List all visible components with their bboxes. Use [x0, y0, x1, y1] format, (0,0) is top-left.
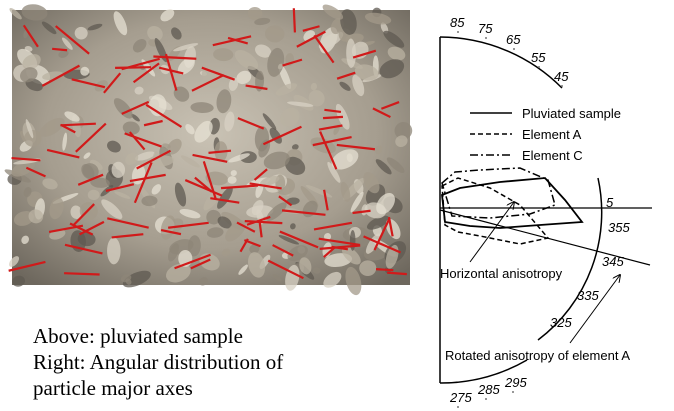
annotation: Rotated anisotropy of element A [445, 348, 630, 363]
angle-tick [561, 85, 563, 87]
sample-photo [3, 2, 413, 297]
angle-label: 85 [450, 15, 465, 30]
axis-marker [294, 8, 295, 32]
angle-label: 355 [608, 220, 630, 235]
angle-tick [485, 37, 487, 39]
caption-line: Right: Angular distribution of [33, 350, 283, 374]
axis-marker [52, 49, 67, 50]
angle-label: 75 [478, 21, 493, 36]
axis-marker [387, 273, 407, 275]
axis-marker [376, 269, 393, 270]
axis-marker [323, 117, 343, 118]
axis-marker [115, 67, 151, 68]
angle-label: 275 [449, 390, 472, 405]
angle-label: 55 [531, 50, 546, 65]
angle-label: 5 [606, 195, 614, 210]
angle-label: 345 [602, 254, 624, 269]
angle-tick [538, 66, 540, 68]
polar-diagram [440, 37, 652, 383]
angle-label: 335 [577, 288, 599, 303]
angle-label: 45 [554, 69, 569, 84]
legend-label: Pluviated sample [522, 106, 621, 121]
annotation-arrow [470, 202, 514, 262]
angle-tick [457, 406, 459, 408]
pebble [107, 237, 121, 264]
angle-tick [512, 391, 514, 393]
caption-line: Above: pluviated sample [33, 324, 243, 348]
legend-label: Element C [522, 148, 583, 163]
angle-label: 65 [506, 32, 521, 47]
angle-tick [513, 48, 515, 50]
axis-marker [64, 273, 100, 274]
element-c-lobe [442, 168, 555, 218]
annotation: Horizontal anisotropy [440, 266, 563, 281]
angle-label: 285 [477, 382, 500, 397]
angle-tick [457, 31, 459, 33]
pluviated-lobe [442, 178, 582, 228]
caption-line: particle major axes [33, 376, 193, 400]
angle-label: 295 [504, 375, 527, 390]
annotation-arrow [570, 275, 620, 343]
figure: Above: pluviated sample Right: Angular d… [0, 0, 674, 411]
angle-label: 325 [550, 315, 572, 330]
legend-label: Element A [522, 127, 582, 142]
angle-tick [485, 398, 487, 400]
